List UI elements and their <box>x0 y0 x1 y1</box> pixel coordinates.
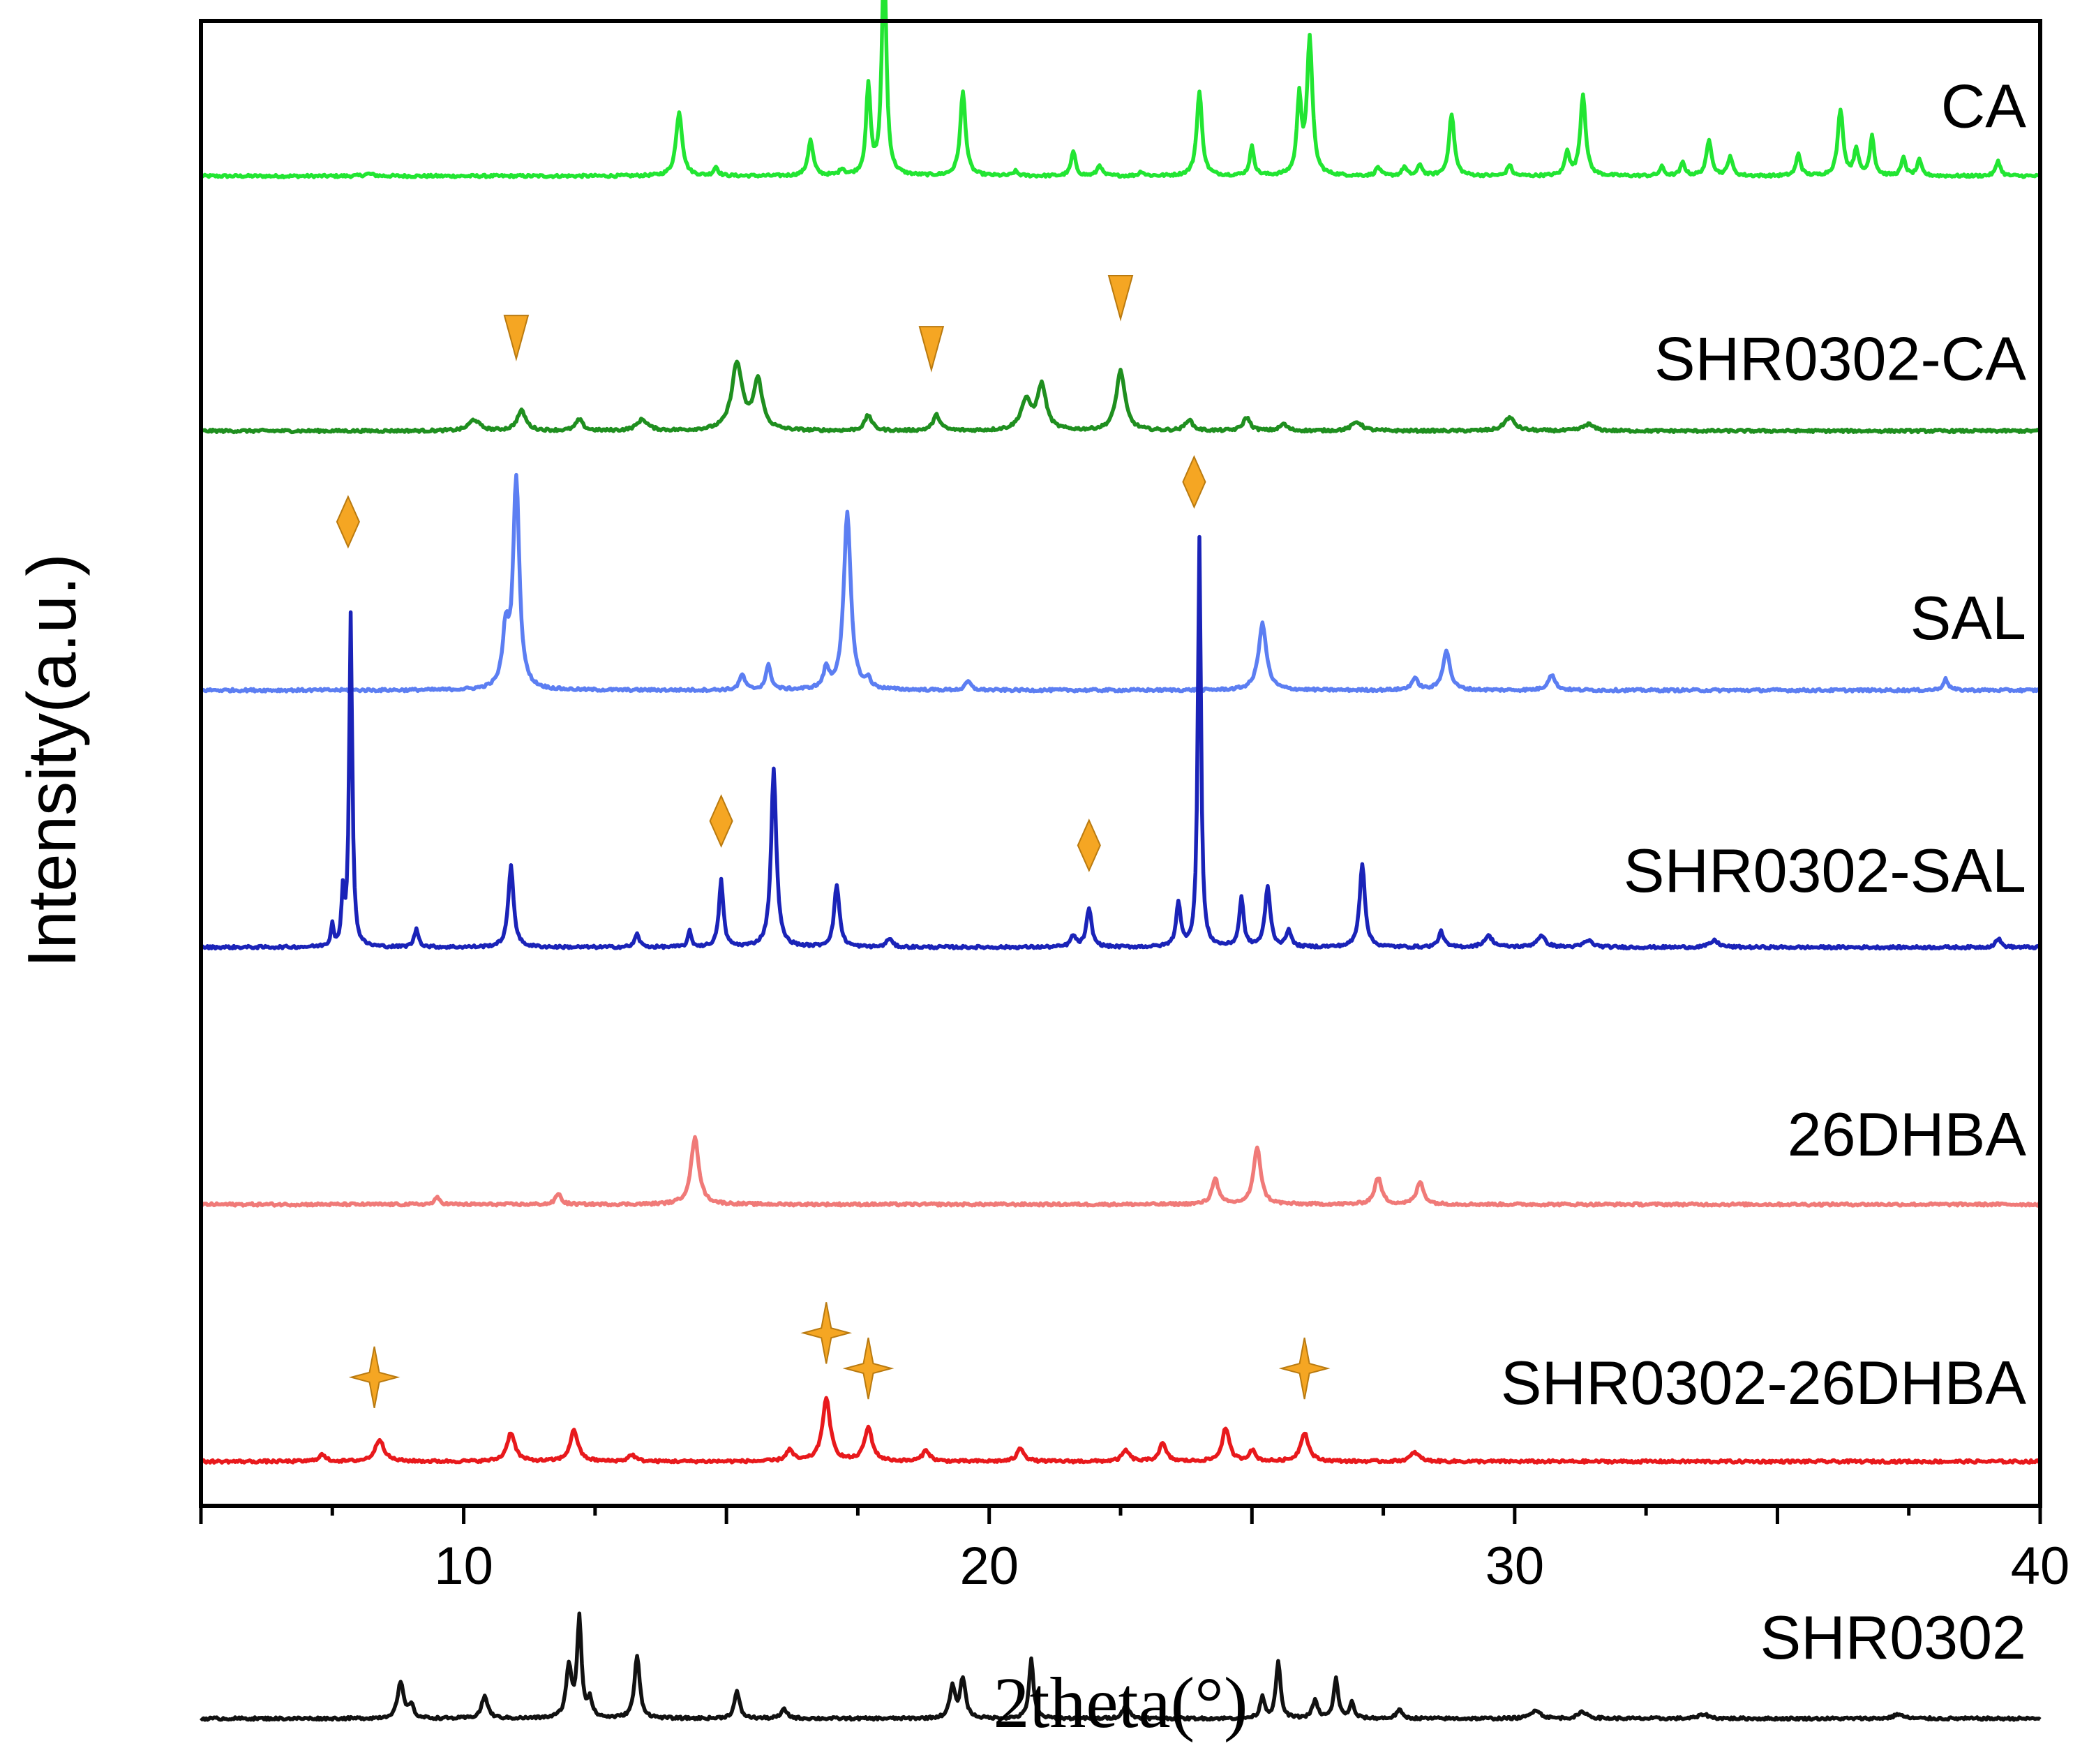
series-line-shr0302-sal <box>199 535 2041 951</box>
diamond-marker <box>1182 455 1206 509</box>
series-line-shr0302 <box>200 1611 2042 1722</box>
series-label: 26DHBA <box>1788 1100 2027 1169</box>
triangle-down-marker <box>1107 275 1134 322</box>
series-label: SHR0302-26DHBA <box>1501 1348 2027 1417</box>
diamond-marker <box>1077 819 1101 872</box>
x-tick-label: 20 <box>959 1537 1019 1596</box>
series-line-sal <box>200 472 2042 694</box>
star-marker <box>348 1346 401 1408</box>
plot-frame <box>199 19 2042 1508</box>
triangle-down-marker <box>918 326 945 373</box>
x-axis-ticks: 10 20 30 40 <box>199 1506 2070 1596</box>
x-tick-label: 10 <box>434 1537 493 1596</box>
star-marker <box>1278 1337 1331 1400</box>
diamond-marker <box>709 794 733 849</box>
series-label: SHR0302-SAL <box>1624 836 2026 905</box>
series-group <box>199 0 2042 1722</box>
triangle-down-marker <box>503 315 530 361</box>
diamond-marker <box>336 495 360 549</box>
x-tick-label: 40 <box>2011 1537 2070 1596</box>
series-label: CA <box>1941 71 2027 140</box>
star-marker <box>800 1302 853 1364</box>
series-line-shr0302-ca <box>200 359 2041 435</box>
series-label: SHR0302 <box>1760 1603 2026 1672</box>
series-labels: CA SHR0302-CA SAL SHR0302-SAL 26DHBA SHR0302-… <box>1501 71 2027 1672</box>
series-line-ca <box>200 0 2041 179</box>
series-line-shr0302-26dhba <box>199 1396 2041 1465</box>
series-label: SAL <box>1910 583 2026 652</box>
peak-markers <box>336 275 1331 1408</box>
star-marker <box>842 1337 894 1400</box>
x-tick-label: 30 <box>1485 1537 1545 1596</box>
x-axis-title: 2theta(°) <box>994 1663 1248 1743</box>
y-axis-title: Intensity(a.u.) <box>13 553 90 968</box>
series-label: SHR0302-CA <box>1654 324 2026 394</box>
series-line-26dhba <box>200 1135 2042 1208</box>
